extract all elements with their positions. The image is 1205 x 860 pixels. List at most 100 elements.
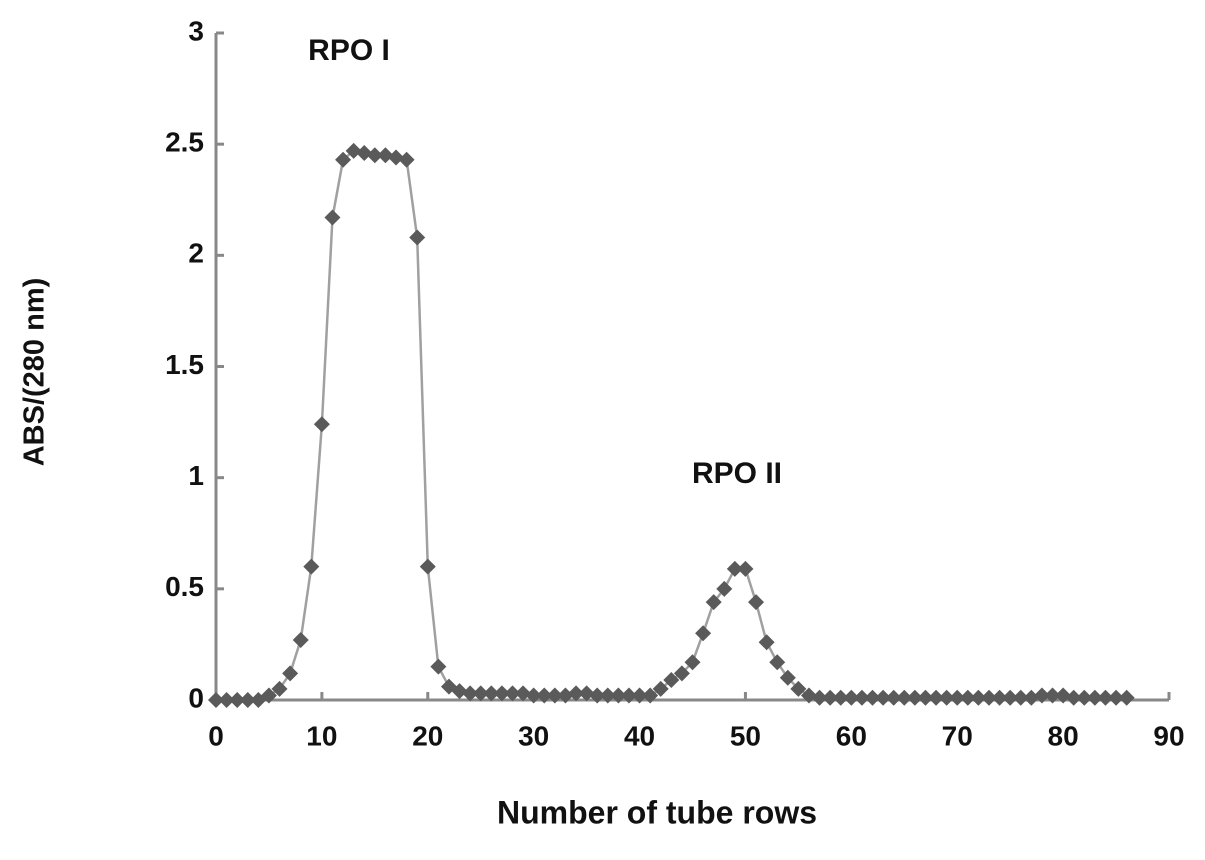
marker <box>631 687 648 704</box>
marker <box>430 658 447 675</box>
marker <box>779 669 796 686</box>
y-tick-label: 2 <box>188 238 204 269</box>
marker <box>578 685 595 702</box>
y-tick-label: 0.5 <box>165 571 204 602</box>
y-axis-label: ABS/(280 nm) <box>19 278 51 467</box>
y-tick-label: 1 <box>188 460 204 491</box>
marker <box>409 229 426 246</box>
marker <box>642 687 659 704</box>
marker <box>366 147 383 164</box>
marker <box>324 209 341 226</box>
marker <box>800 687 817 704</box>
marker <box>938 689 955 706</box>
marker <box>493 685 510 702</box>
marker <box>356 145 373 162</box>
marker <box>684 654 701 671</box>
x-tick-label: 0 <box>208 720 224 751</box>
y-tick-label: 1.5 <box>165 349 204 380</box>
marker <box>822 689 839 706</box>
marker <box>536 687 553 704</box>
y-tick-label: 2.5 <box>165 127 204 158</box>
marker <box>260 687 277 704</box>
x-tick-label: 80 <box>1048 720 1079 751</box>
marker <box>980 689 997 706</box>
marker <box>313 416 330 433</box>
marker <box>589 687 606 704</box>
marker <box>525 687 542 704</box>
y-tick-label: 3 <box>188 15 204 46</box>
marker <box>695 625 712 642</box>
marker <box>1023 689 1040 706</box>
x-tick-label: 10 <box>306 720 337 751</box>
marker <box>282 665 299 682</box>
marker <box>737 560 754 577</box>
marker <box>832 689 849 706</box>
marker <box>1086 689 1103 706</box>
marker <box>599 687 616 704</box>
marker <box>620 687 637 704</box>
y-tick-label: 0 <box>188 682 204 713</box>
x-tick-label: 30 <box>518 720 549 751</box>
marker <box>472 685 489 702</box>
marker <box>769 654 786 671</box>
marker <box>451 683 468 700</box>
annotation: RPO II <box>692 457 782 490</box>
marker <box>1076 689 1093 706</box>
marker <box>1012 689 1029 706</box>
marker <box>515 685 532 702</box>
marker <box>1097 689 1114 706</box>
marker <box>875 689 892 706</box>
marker <box>970 689 987 706</box>
marker <box>896 689 913 706</box>
marker <box>388 149 405 166</box>
marker <box>377 147 394 164</box>
marker <box>292 631 309 648</box>
marker <box>885 689 902 706</box>
marker <box>208 692 224 708</box>
marker <box>568 685 585 702</box>
marker <box>546 687 563 704</box>
x-axis-label: Number of tube rows <box>497 794 817 830</box>
marker <box>991 689 1008 706</box>
marker <box>483 685 500 702</box>
marker <box>928 689 945 706</box>
marker <box>1055 687 1072 704</box>
marker <box>218 692 235 708</box>
x-tick-label: 40 <box>624 720 655 751</box>
marker <box>705 594 722 611</box>
marker <box>853 689 870 706</box>
x-tick-label: 60 <box>836 720 867 751</box>
marker <box>610 687 627 704</box>
marker <box>652 680 669 697</box>
marker <box>1002 689 1019 706</box>
marker <box>748 594 765 611</box>
marker <box>504 685 521 702</box>
x-tick-label: 20 <box>412 720 443 751</box>
marker <box>663 671 680 688</box>
marker <box>843 689 860 706</box>
marker <box>811 689 828 706</box>
marker <box>726 560 743 577</box>
marker <box>345 142 362 159</box>
x-tick-label: 50 <box>730 720 761 751</box>
marker <box>557 687 574 704</box>
marker <box>716 580 733 597</box>
x-tick-label: 70 <box>942 720 973 751</box>
marker <box>462 685 479 702</box>
marker <box>335 151 352 168</box>
annotation: RPO I <box>308 34 390 67</box>
marker <box>790 680 807 697</box>
marker <box>1033 687 1050 704</box>
marker <box>271 680 288 697</box>
marker <box>758 634 775 651</box>
marker <box>1065 689 1082 706</box>
marker <box>398 151 415 168</box>
marker <box>949 689 966 706</box>
marker <box>229 692 246 708</box>
marker <box>959 689 976 706</box>
marker <box>673 665 690 682</box>
marker <box>1044 687 1061 704</box>
marker <box>1108 689 1125 706</box>
marker <box>303 558 320 575</box>
